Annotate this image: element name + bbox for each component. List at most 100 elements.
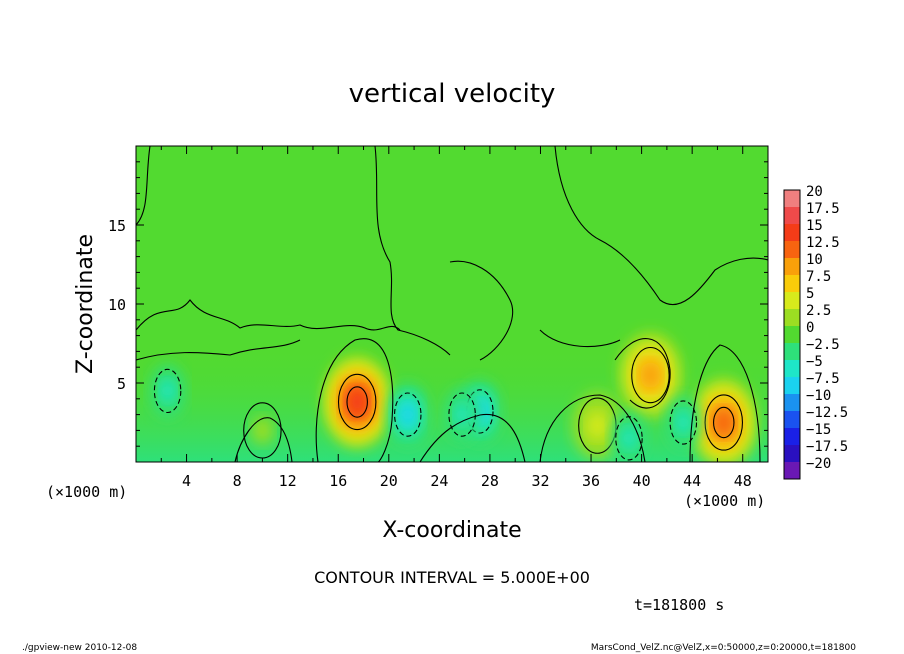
y-axis: 5 10 15	[108, 161, 768, 447]
footer-left: ./gpview-new 2010-12-08	[22, 643, 137, 653]
contour-line	[539, 329, 621, 348]
time-label: t=181800 s	[634, 596, 724, 614]
contour-line	[614, 338, 671, 409]
colorbar-label: −17.5	[806, 439, 848, 455]
footer-right: MarsCond_VelZ.nc@VelZ,x=0:50000,z=0:2000…	[591, 643, 856, 653]
y-tick-label: 15	[108, 217, 126, 235]
feature-contour	[448, 392, 476, 437]
colorbar-label: −5	[806, 354, 823, 370]
contour-line	[136, 146, 151, 226]
feature-shade	[400, 403, 415, 426]
colorbar-label: 0	[806, 320, 814, 336]
colorbar-cell	[784, 343, 800, 360]
contour-line	[136, 299, 401, 331]
chart-title: vertical velocity	[349, 79, 556, 109]
contour-line	[554, 146, 768, 306]
feature-shade	[713, 408, 734, 437]
colorbar-cell	[784, 224, 800, 241]
x-tick-label: 32	[531, 472, 549, 490]
feature-contour	[631, 346, 670, 404]
colorbar-cell	[784, 326, 800, 343]
feature-downdraft	[665, 396, 701, 449]
colorbar-cell	[784, 360, 800, 377]
colorbar-cell	[784, 190, 800, 207]
contour-lines	[136, 146, 768, 462]
colorbar-label: 20	[806, 184, 823, 200]
feature-downdraft	[386, 383, 429, 446]
contour-line	[315, 338, 394, 462]
x-tick-label: 20	[380, 472, 398, 490]
y-tick-label: 5	[117, 375, 126, 393]
feature-shade	[160, 380, 175, 402]
colorbar-cell	[784, 377, 800, 394]
x-unit-label-right: (×1000 m)	[684, 492, 765, 510]
colorbar-label: 12.5	[806, 235, 840, 251]
x-tick-label: 8	[233, 472, 242, 490]
colorbar-label: −12.5	[806, 405, 848, 421]
x-tick-label: 28	[481, 472, 499, 490]
feature-contour	[153, 368, 182, 414]
feature-contour	[669, 400, 698, 445]
plot-area	[136, 146, 768, 462]
colorbar-cell	[784, 275, 800, 292]
feature-contour	[394, 392, 422, 437]
colorbar-label: 15	[806, 218, 823, 234]
contour-line	[234, 417, 293, 462]
feature-shade	[640, 361, 661, 389]
y-axis-label: Z-coordinate	[73, 234, 98, 374]
colorbar-cell	[784, 394, 800, 411]
colorbar: 2017.51512.5107.552.50−2.5−5−7.5−10−12.5…	[783, 184, 848, 480]
colorbar-cell	[784, 445, 800, 462]
colorbar-label: 17.5	[806, 201, 840, 217]
contour-interval-label: CONTOUR INTERVAL = 5.000E+00	[314, 568, 590, 587]
colorbar-frame	[783, 189, 801, 480]
colorbar-cell	[784, 309, 800, 326]
feature-shade	[454, 403, 470, 426]
x-axis-label: X-coordinate	[382, 518, 521, 543]
colorbar-cell	[784, 207, 800, 224]
colorbar-label: 5	[806, 286, 814, 302]
colorbar-label: 10	[806, 252, 823, 268]
contour-line	[689, 344, 761, 462]
contour-line	[449, 260, 514, 361]
feature-downdraft	[611, 412, 647, 462]
feature-shade	[676, 411, 691, 434]
feature-contour	[337, 373, 377, 431]
feature-downdraft	[444, 388, 480, 441]
colorbar-cell	[784, 241, 800, 258]
colorbar-label: −15	[806, 422, 831, 438]
contour-line	[539, 394, 646, 462]
feature-updraft	[322, 355, 392, 449]
feature-shade	[621, 427, 637, 450]
x-tick-label: 40	[633, 472, 651, 490]
x-tick-label: 4	[182, 472, 191, 490]
x-tick-label: 16	[329, 472, 347, 490]
x-unit-label-left: (×1000 m)	[46, 483, 127, 501]
x-tick-label: 36	[582, 472, 600, 490]
feature-shade	[347, 388, 368, 416]
contour-line	[419, 413, 526, 462]
feature-shade	[252, 416, 273, 445]
x-tick-label: 24	[430, 472, 448, 490]
feature-contour	[704, 394, 744, 451]
feature-contour-inner	[346, 386, 368, 418]
colorbar-cell	[784, 258, 800, 275]
colorbar-label: −2.5	[806, 337, 840, 353]
y-tick-label: 10	[108, 296, 126, 314]
x-axis: 4 8 12 16 20 24 28 32 36 40 44 48	[160, 146, 752, 490]
feature-updraft	[618, 331, 683, 419]
colorbar-label: 7.5	[806, 269, 831, 285]
feature-contour	[466, 389, 494, 434]
contour-line	[136, 339, 301, 361]
x-tick-label: 12	[279, 472, 297, 490]
feature-contour-inner	[713, 406, 735, 439]
features-layer	[150, 331, 758, 462]
x-tick-label: 48	[734, 472, 752, 490]
contour-line	[374, 146, 451, 356]
feature-downdraft	[150, 364, 186, 417]
feature-updraft	[690, 377, 758, 462]
colorbar-cell	[784, 462, 800, 479]
x-tick-label: 44	[683, 472, 701, 490]
feature-shade	[587, 411, 608, 440]
